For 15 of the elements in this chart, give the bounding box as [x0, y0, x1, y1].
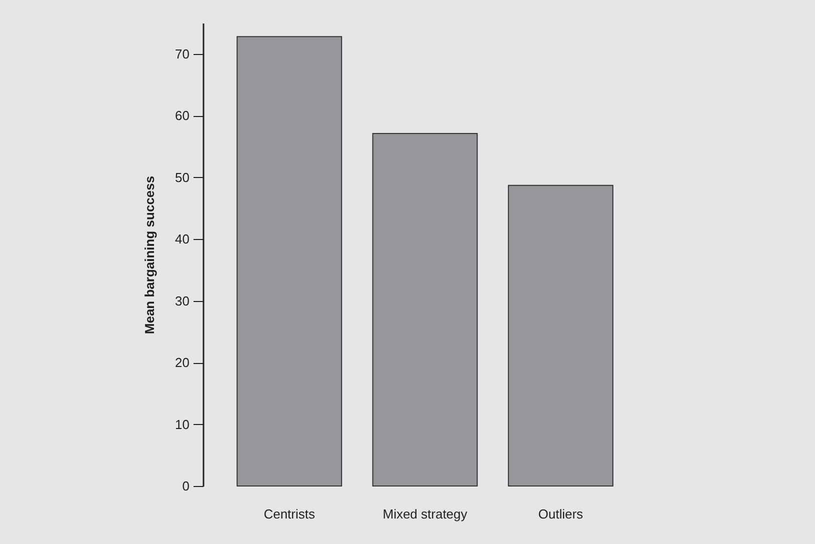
- x-tick-label: Centrists: [264, 506, 316, 522]
- y-tick-label: 10: [175, 416, 190, 432]
- bar: [508, 184, 614, 486]
- bar: [372, 133, 478, 486]
- bar: [236, 36, 342, 486]
- y-tick-label: 50: [175, 170, 190, 185]
- x-tick-label: Mixed strategy: [382, 506, 468, 522]
- y-tick-label: 60: [175, 108, 190, 124]
- y-tick-label: 70: [175, 46, 190, 62]
- y-tick-label: 20: [175, 355, 190, 370]
- y-axis-title: Mean bargaining success: [142, 176, 158, 334]
- y-tick-label: 40: [175, 232, 190, 247]
- y-tick-label: 30: [175, 293, 190, 308]
- y-tick-label: 0: [182, 478, 190, 494]
- x-tick-label: Outliers: [538, 506, 584, 522]
